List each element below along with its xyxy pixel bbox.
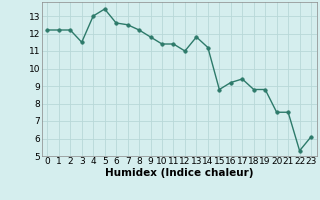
X-axis label: Humidex (Indice chaleur): Humidex (Indice chaleur) — [105, 168, 253, 178]
